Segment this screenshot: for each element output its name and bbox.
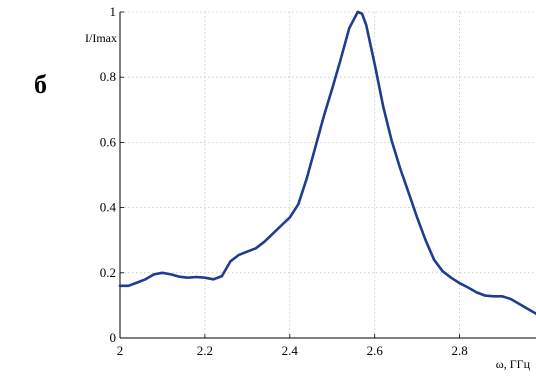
- y-tick-label: 1: [110, 4, 117, 19]
- x-tick-label: 2.8: [451, 343, 467, 358]
- x-tick-label: 2.6: [367, 343, 384, 358]
- y-tick-label: 0.4: [100, 200, 117, 215]
- series-line: [118, 10, 536, 315]
- x-tick-label: 2: [117, 343, 124, 358]
- panel-letter: б: [34, 70, 47, 99]
- y-tick-label: 0.8: [100, 69, 116, 84]
- y-tick-label: 0.2: [100, 265, 116, 280]
- y-axis-title: I/Imax: [85, 31, 117, 45]
- y-tick-label: 0.6: [100, 134, 117, 149]
- grid: [120, 11, 536, 338]
- tick-labels: 2 2.2 2.4 2.6 2.8 0 0.2 0.4 0.6 0.8 1: [100, 4, 468, 358]
- y-tick-label: 0: [110, 330, 117, 345]
- axes: [119, 11, 536, 339]
- x-axis-title: ω, ГГц: [496, 357, 531, 371]
- x-tick-label: 2.4: [282, 343, 299, 358]
- x-tick-label: 2.2: [197, 343, 213, 358]
- series-layer: [118, 10, 536, 315]
